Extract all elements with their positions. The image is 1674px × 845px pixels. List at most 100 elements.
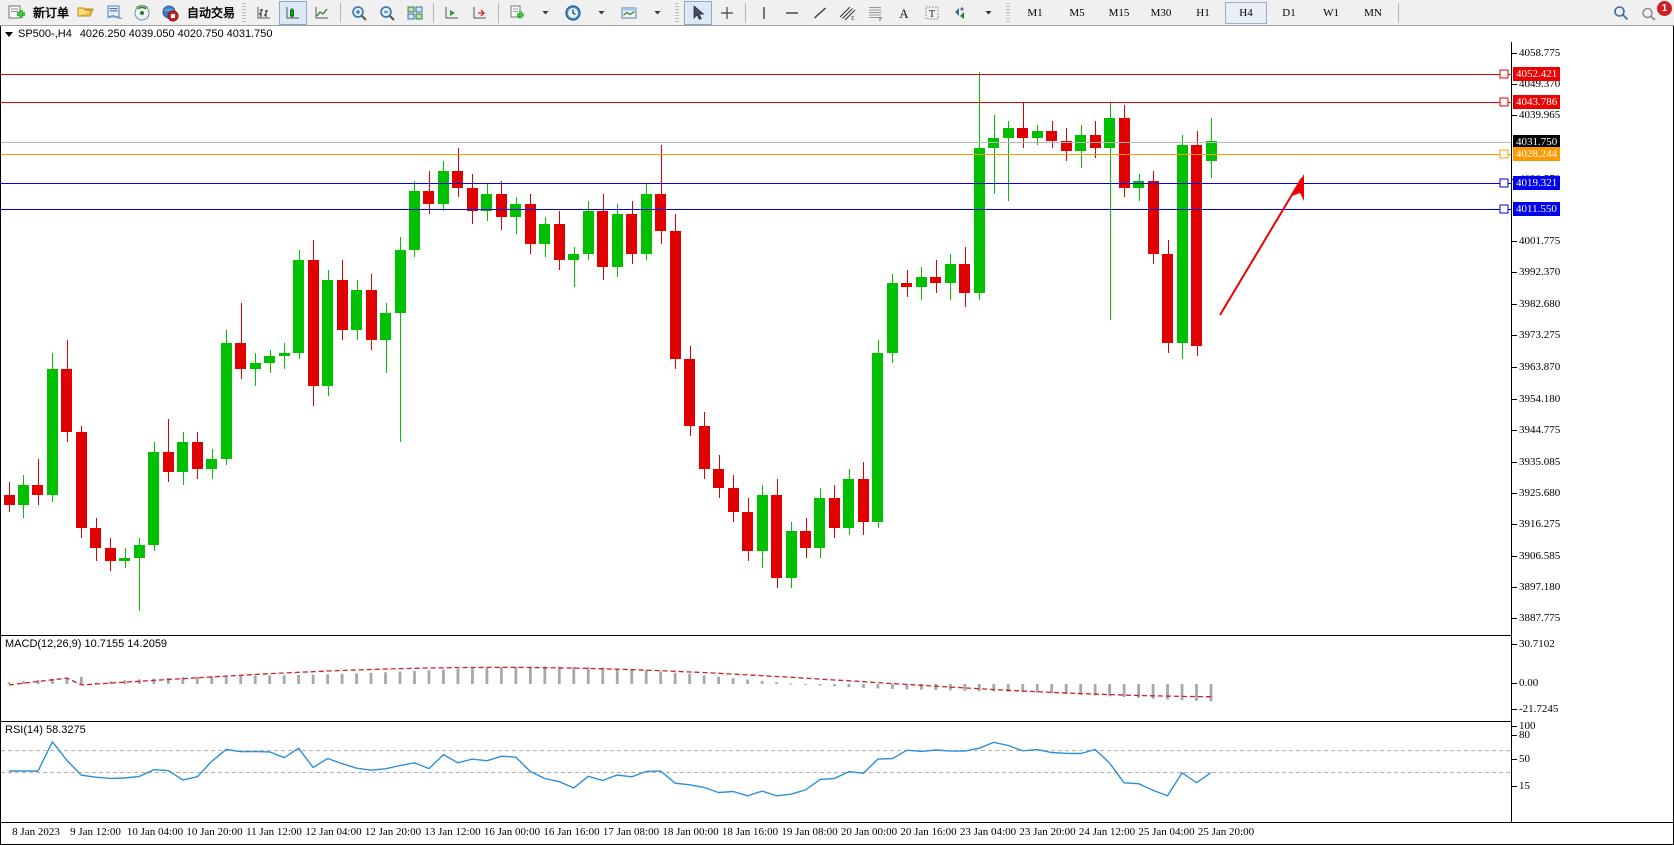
shift-chart-icon[interactable]	[439, 2, 465, 24]
timeframe-h1[interactable]: H1	[1196, 6, 1210, 19]
price-tick: 3935.085	[1512, 456, 1560, 468]
candle-body	[800, 531, 811, 548]
auto-trading-label[interactable]: 自动交易	[187, 6, 236, 20]
candle-body	[206, 458, 218, 469]
toolbar-grip[interactable]	[242, 2, 247, 23]
indicator-dropdown-arrow[interactable]	[532, 2, 558, 24]
candle-body	[973, 147, 985, 294]
candlestick-chart-icon[interactable]	[279, 0, 308, 25]
time-label: 12 Jan 20:00	[364, 826, 422, 838]
timeframe-mn[interactable]: MN	[1364, 6, 1382, 19]
tile-windows-icon[interactable]	[402, 2, 428, 24]
auto-trading-icon[interactable]	[157, 2, 183, 24]
chart-menu-caret-icon[interactable]	[5, 31, 13, 37]
notifications-icon[interactable]	[1636, 2, 1662, 24]
auto-scroll-icon[interactable]	[467, 2, 493, 24]
time-label: 9 Jan 12:00	[70, 826, 121, 838]
toolbar-separator	[498, 2, 500, 23]
price-panel[interactable]	[1, 42, 1511, 634]
equidistant-channel-icon[interactable]: E	[835, 2, 861, 24]
price-level-label[interactable]: 4043.786	[1513, 95, 1561, 110]
price-line-handle[interactable]	[1499, 69, 1509, 79]
text-label-icon[interactable]: T	[919, 2, 945, 24]
candle-body	[756, 495, 768, 552]
candle-body	[524, 204, 536, 244]
fibonacci-icon[interactable]: F	[863, 2, 889, 24]
cursor-icon[interactable]	[684, 0, 713, 25]
horizontal-line-icon[interactable]	[779, 2, 805, 24]
zoom-in-icon[interactable]	[346, 2, 372, 24]
price-line-handle[interactable]	[1499, 204, 1509, 214]
trendline-icon[interactable]	[807, 2, 833, 24]
toolbar-grip[interactable]	[675, 2, 680, 23]
support-line[interactable]	[1, 208, 1511, 210]
support-line[interactable]	[1, 183, 1511, 185]
rsi-scale-tick: 80	[1512, 729, 1530, 741]
candle-body	[901, 283, 913, 287]
terminal-icon[interactable]	[101, 2, 127, 24]
candle-body	[1118, 118, 1130, 188]
candle-wick	[573, 247, 575, 287]
arrows-dropdown-arrow[interactable]	[975, 2, 1001, 24]
timeframe-w1[interactable]: W1	[1323, 6, 1339, 19]
crosshair-icon[interactable]	[714, 2, 740, 24]
timeframe-h4[interactable]: H4	[1225, 1, 1268, 24]
candle-body	[380, 313, 392, 340]
macd-panel[interactable]: MACD(12,26,9) 10.7155 14.2059	[1, 635, 1511, 720]
toolbar-grip[interactable]	[1006, 2, 1011, 23]
vertical-line-icon[interactable]	[751, 2, 777, 24]
rsi-scale-tick: 50	[1512, 753, 1530, 765]
candle-body	[814, 498, 826, 548]
bar-chart-icon[interactable]	[251, 2, 277, 24]
price-tick: 3944.775	[1512, 424, 1560, 436]
folder-icon[interactable]	[73, 2, 99, 24]
candle-body	[944, 263, 956, 284]
signals-icon[interactable]	[129, 2, 155, 24]
time-label: 13 Jan 12:00	[424, 826, 481, 838]
timeframe-m30[interactable]: M30	[1150, 6, 1172, 19]
chart-titlebar: SP500-,H4 4026.250 4039.050 4020.750 403…	[1, 26, 273, 42]
line-chart-icon[interactable]	[309, 2, 335, 24]
price-level-label[interactable]: 4028.244	[1513, 146, 1561, 161]
period-clock-icon[interactable]	[560, 2, 586, 24]
price-line-handle[interactable]	[1499, 178, 1509, 188]
time-axis[interactable]: 8 Jan 2023 9 Jan 12:00 10 Jan 04:00 10 Jan …	[1, 822, 1673, 844]
period-dropdown-arrow[interactable]	[588, 2, 614, 24]
notification-badge[interactable]: 1	[1657, 1, 1672, 16]
candle-body	[3, 495, 15, 505]
timeframe-m15[interactable]: M15	[1108, 6, 1130, 19]
add-indicator-icon[interactable]	[504, 2, 530, 24]
new-order-button[interactable]	[3, 2, 29, 24]
new-order-label[interactable]: 新订单	[33, 6, 70, 20]
templates-dropdown-arrow[interactable]	[644, 2, 670, 24]
price-tick: 3916.275	[1512, 518, 1560, 530]
candle-body	[423, 190, 435, 205]
candle-body	[481, 194, 493, 211]
rsi-panel[interactable]: RSI(14) 58.3275	[1, 721, 1511, 822]
zoom-out-icon[interactable]	[374, 2, 400, 24]
current-price-label[interactable]: 4031.750	[1513, 135, 1561, 150]
time-label: 11 Jan 12:00	[246, 826, 302, 838]
resistance-line[interactable]	[1, 102, 1511, 104]
timeframe-m1[interactable]: M1	[1027, 6, 1043, 19]
candle-body	[1133, 180, 1145, 188]
price-level-label[interactable]: 4011.550	[1513, 201, 1560, 216]
price-line-handle[interactable]	[1499, 97, 1509, 107]
price-line-handle[interactable]	[1499, 149, 1509, 159]
candle-body	[322, 280, 334, 386]
text-icon[interactable]: A	[891, 2, 917, 24]
resistance-line[interactable]	[1, 73, 1511, 75]
order-line[interactable]	[1, 153, 1511, 155]
timeframe-m5[interactable]: M5	[1069, 6, 1085, 19]
price-level-label[interactable]: 4019.321	[1513, 176, 1561, 191]
price-level-label[interactable]: 4052.421	[1513, 66, 1561, 81]
templates-icon[interactable]	[616, 2, 642, 24]
candle-body	[437, 170, 449, 205]
timeframe-d1[interactable]: D1	[1282, 6, 1296, 19]
candle-body	[32, 485, 44, 496]
price-axis[interactable]: 4058.7754049.3704039.9654020.5704001.775…	[1511, 42, 1673, 822]
search-icon[interactable]	[1608, 2, 1634, 24]
candle-body	[408, 190, 420, 251]
candle-body	[1205, 141, 1217, 162]
arrows-icon[interactable]	[947, 2, 973, 24]
